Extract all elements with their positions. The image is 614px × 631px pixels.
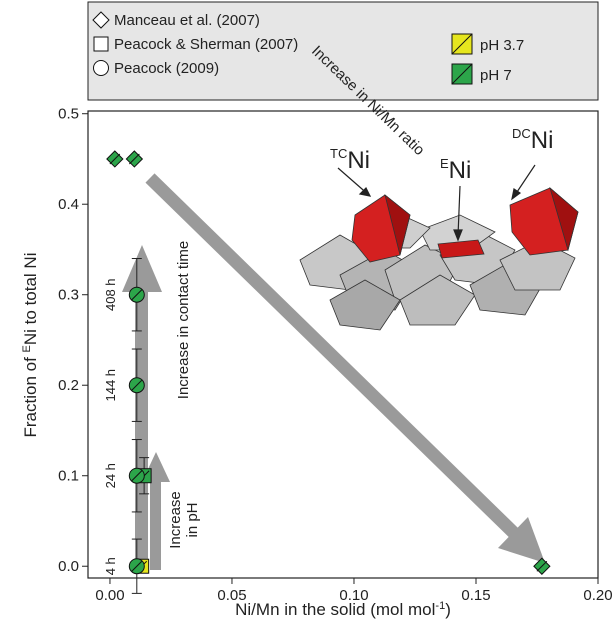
site-label: TCNi [330,146,370,174]
y-tick-label: 0.1 [58,468,79,485]
marker-diagonal [131,379,143,391]
annotation-arrows [337,164,536,242]
marker-diagonal [109,153,121,165]
x-tick-label: 0.15 [461,587,490,604]
y-tick-label: 0.3 [58,287,79,304]
marker-diagonal [131,470,143,482]
point-label: 24 h [103,463,118,488]
swatch-diagonal [451,63,473,85]
y-tick-label: 0.5 [58,106,79,123]
contact-annotation: Increase in contact time [175,241,192,399]
x-tick-label: 0.05 [217,587,246,604]
crystal-illustration [299,186,579,331]
site-label: ENi [440,156,471,184]
point-label: 144 h [103,369,118,402]
legend-label: Manceau et al. (2007) [114,12,260,29]
legend-box [87,1,599,101]
y-tick-label: 0.0 [58,558,79,575]
marks: 4 h 24 h 144 h 408 h [103,150,551,594]
plot-area [87,110,599,579]
marker-diagonal [129,153,140,165]
site-label: DCNi [512,126,553,154]
ph-annotation: Increase [167,491,184,549]
color-legend-label: pH 7 [480,67,512,84]
x-axis-label: Ni/Mn in the solid (mol mol-1) [235,600,451,619]
marker-diagonal [536,560,548,572]
legend-label: Peacock (2009) [114,60,219,77]
point-label: 4 h [103,557,118,575]
swatch-diagonal [451,33,473,55]
x-tick-label: 0.10 [339,587,368,604]
marker-diagonal [131,560,143,572]
x-tick-label: 0.00 [95,587,124,604]
legend-label: Peacock & Sherman (2007) [114,36,298,53]
point-label: 408 h [103,278,118,311]
y-tick-label: 0.2 [58,377,79,394]
color-legend-label: pH 3.7 [480,37,524,54]
y-tick-label: 0.4 [58,196,79,213]
trend-arrows [122,173,545,570]
square-marker [93,36,109,52]
marker-diagonal [131,289,143,301]
circle-marker [93,60,109,76]
ph-annotation: in pH [184,502,201,537]
y-axis-label: Fraction of ENi to total Ni [21,253,40,438]
diamond-marker [92,11,110,29]
x-tick-label: 0.20 [583,587,612,604]
